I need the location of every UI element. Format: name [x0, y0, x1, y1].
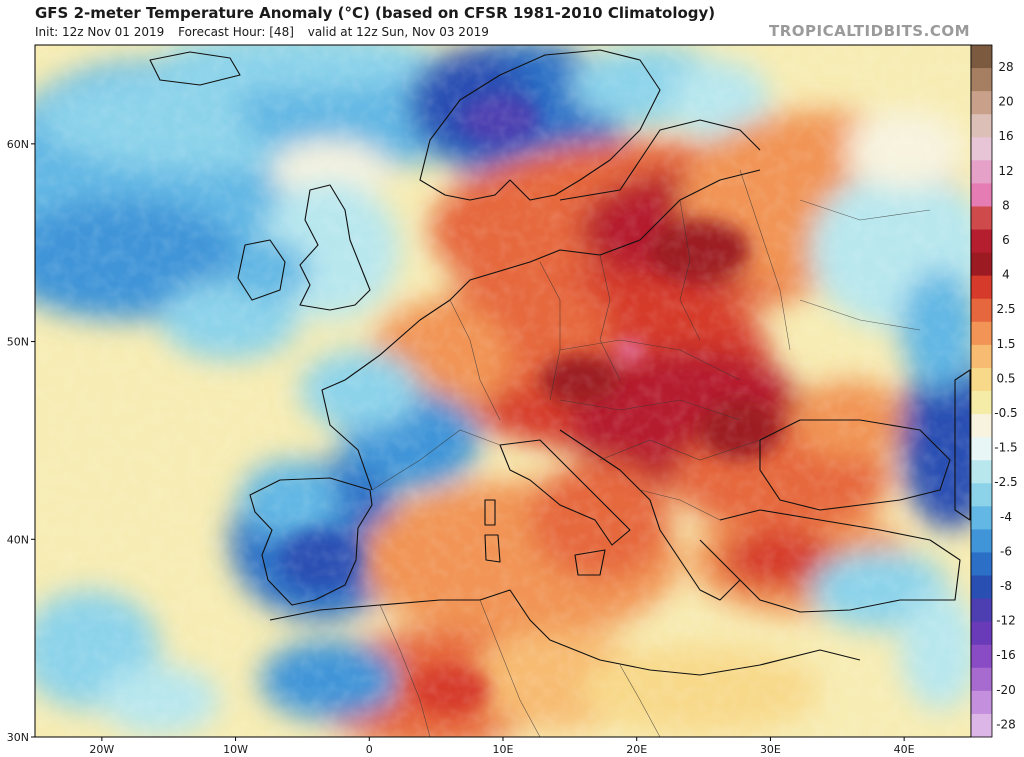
colorbar-label: -8 [1000, 579, 1012, 593]
x-tick-label: 40E [894, 743, 915, 756]
colorbar-label: -0.5 [994, 406, 1017, 420]
colorbar-labels: 28 20 16 12 8 6 4 2.5 1.5 0.5 -0.5 -1.5 -2.5 -4 -6 -8 -1… [994, 60, 1017, 731]
y-tick-label: 60N [7, 138, 29, 151]
colorbar-swatch [971, 114, 992, 138]
colorbar-swatch [971, 252, 992, 277]
colorbar-label: 0.5 [996, 371, 1015, 385]
colorbar-swatch [971, 275, 992, 300]
colorbar-swatch [971, 690, 992, 715]
colorbar-label: 12 [998, 164, 1013, 178]
colorbar-swatch [971, 45, 992, 69]
colorbar-swatch [971, 437, 992, 461]
colorbar-swatch [971, 713, 992, 738]
chart-title: GFS 2-meter Temperature Anomaly (°C) (ba… [35, 4, 716, 22]
colorbar-label: 2.5 [996, 302, 1015, 316]
colorbar-label: -4 [1000, 510, 1012, 524]
colorbar-swatch [971, 91, 992, 115]
valid-time: valid at 12z Sun, Nov 03 2019 [307, 25, 489, 39]
colorbar-swatch [971, 598, 992, 623]
colorbar-label: -12 [996, 614, 1016, 628]
colorbar-swatch [971, 644, 992, 669]
colorbar-swatch [971, 183, 992, 207]
colorbar-swatch [971, 391, 992, 415]
x-tick-label: 30E [760, 743, 781, 756]
chart-subtitle: Init: 12z Nov 01 2019 Forecast Hour: [48… [35, 25, 499, 39]
colorbar-label: -20 [996, 683, 1016, 697]
y-tick-label: 40N [7, 533, 29, 546]
colorbar-swatch [971, 206, 992, 231]
colorbar-label: 8 [1002, 198, 1010, 212]
colorbar-swatch [971, 575, 992, 600]
brand-watermark: TROPICALTIDBITS.COM [769, 22, 970, 40]
colorbar-swatch [971, 160, 992, 184]
colorbar-swatch [971, 460, 992, 484]
colorbar-label: 20 [998, 95, 1013, 109]
colorbar-label: 1.5 [996, 337, 1015, 351]
y-tick-label: 30N [7, 731, 29, 744]
x-axis: 20W 10W 0 10E 20E 30E 40E [89, 737, 915, 756]
anomaly-map [35, 45, 971, 737]
colorbar-label: 28 [998, 60, 1013, 74]
colorbar-swatch [971, 321, 992, 346]
colorbar-swatch [971, 68, 992, 92]
colorbar-swatch [971, 298, 992, 323]
colorbar-label: -6 [1000, 544, 1012, 558]
colorbar-label: -16 [996, 648, 1016, 662]
colorbar-label: 6 [1002, 233, 1010, 247]
x-tick-label: 10W [223, 743, 248, 756]
colorbar-frame [970, 44, 993, 738]
x-tick-label: 20E [626, 743, 647, 756]
forecast-hour: Forecast Hour: [48] [178, 25, 294, 39]
colorbar-swatch [971, 344, 992, 369]
colorbar-label: -1.5 [994, 441, 1017, 455]
colorbar-swatch [971, 506, 992, 530]
colorbar-swatch [971, 667, 992, 692]
y-axis: 30N 40N 50N 60N [7, 138, 35, 744]
colorbar-label: 4 [1002, 268, 1010, 282]
colorbar-swatch [971, 621, 992, 646]
colorbar-swatch [971, 552, 992, 577]
y-tick-label: 50N [7, 336, 29, 349]
init-time: Init: 12z Nov 01 2019 [35, 25, 165, 39]
colorbar-label: 16 [998, 129, 1013, 143]
colorbar-swatch [971, 367, 992, 392]
colorbar-swatch [971, 529, 992, 553]
colorbar-swatch [971, 483, 992, 507]
x-tick-label: 10E [493, 743, 514, 756]
colorbar [970, 44, 993, 738]
colorbar-label: -2.5 [994, 475, 1017, 489]
x-tick-label: 20W [89, 743, 114, 756]
colorbar-swatch [971, 137, 992, 161]
colorbar-label: -28 [996, 717, 1016, 731]
colorbar-swatch [971, 229, 992, 254]
colorbar-swatch [971, 414, 992, 438]
x-tick-label: 0 [366, 743, 373, 756]
